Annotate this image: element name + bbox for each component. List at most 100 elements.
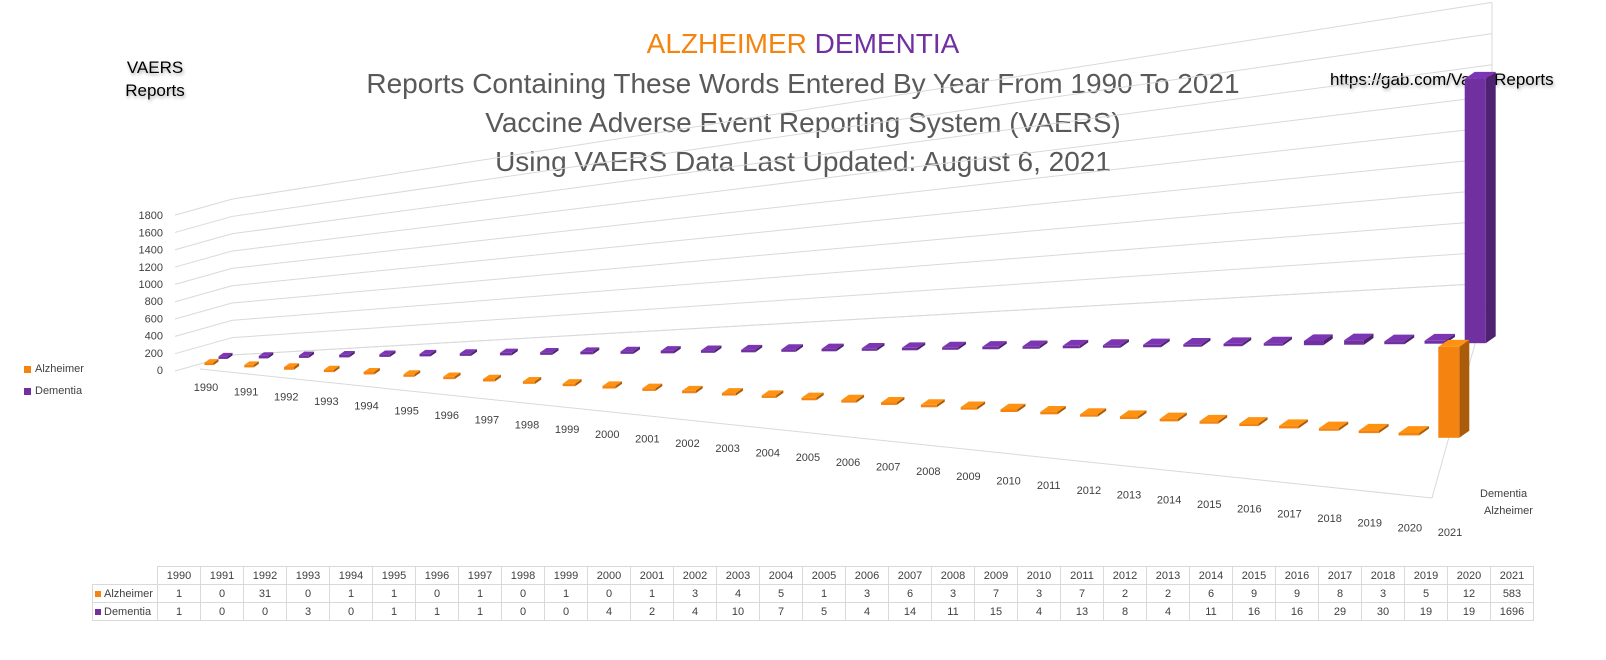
bar-side <box>1242 337 1252 347</box>
bar-top <box>403 370 421 375</box>
table-cell-alzheimer: 3 <box>931 584 975 603</box>
bar-top <box>522 376 542 382</box>
x-tick-label: 2006 <box>836 457 860 469</box>
bar-front <box>1303 340 1324 346</box>
bar-front <box>1080 414 1098 417</box>
table-year-header: 1999 <box>544 566 588 585</box>
table-row-label-text: Dementia <box>104 605 152 618</box>
bar-alzheimer-1992 <box>284 363 300 370</box>
series-axis-label-alzheimer: Alzheimer <box>1484 505 1533 517</box>
bar-dementia-2019 <box>1384 334 1415 345</box>
bar-alzheimer-2004 <box>761 390 784 398</box>
bar-side <box>1282 336 1292 346</box>
bar-alzheimer-1994 <box>363 368 380 375</box>
table-swatch-alzheimer <box>95 590 101 597</box>
bar-top <box>323 365 340 370</box>
table-cell-dementia: 0 <box>544 602 588 621</box>
bar-front <box>1199 421 1219 424</box>
x-tick-label: 2020 <box>1398 522 1422 534</box>
table-row-dementia: Dementia 1 0 0 3 0 1 1 1 0 0 4 2 4 10 7 5 4 14 11 15 4 13 8 4 11… <box>92 602 1534 621</box>
table-year-header: 2001 <box>630 566 674 585</box>
table-cell-alzheimer: 3 <box>1017 584 1061 603</box>
bar-top <box>801 392 824 398</box>
table-cell-alzheimer: 3 <box>845 584 889 603</box>
table-cell-alzheimer: 8 <box>1318 584 1362 603</box>
legend-item-dementia: Dementia <box>24 380 84 402</box>
chart-title: ALZHEIMER DEMENTIA <box>0 28 1606 60</box>
bar-side <box>917 342 926 351</box>
table-cell-dementia: 11 <box>1189 602 1233 621</box>
table-cell-alzheimer: 2 <box>1146 584 1190 603</box>
gridline <box>231 33 1493 217</box>
bar-top <box>1183 338 1211 345</box>
bar-top <box>920 399 945 405</box>
x-tick-label: 1999 <box>555 424 579 436</box>
bar-front <box>443 376 455 380</box>
bar-top <box>881 397 905 403</box>
bar-alzheimer-2009 <box>960 401 986 410</box>
x-tick-label: 2019 <box>1357 518 1381 530</box>
chart-plot-area: 0 200 400 600 800 1000 1200 1400 1600 1800 1990 199… <box>139 1 1533 539</box>
bar-top <box>1239 417 1268 424</box>
bar-front <box>244 364 254 368</box>
bar-top <box>1022 340 1048 347</box>
floor-back-edge <box>231 282 1493 356</box>
table-cell-dementia: 1 <box>372 602 416 621</box>
bar-alzheimer-1999 <box>562 379 582 387</box>
chart-subtitle-2: Vaccine Adverse Event Reporting System (… <box>485 107 1121 138</box>
bar-front <box>1263 343 1283 346</box>
table-year-header: 2014 <box>1189 566 1233 585</box>
bar-top <box>1143 338 1170 345</box>
chart-data-table: 1990 1991 1992 1993 1994 1995 1996 1997 1998 1999… <box>92 566 1534 621</box>
bar-front <box>218 356 228 359</box>
side-gridline <box>174 285 233 303</box>
bar-side <box>1017 403 1026 412</box>
table-cell-dementia: 19 <box>1447 602 1491 621</box>
table-cell-dementia: 10 <box>716 602 760 621</box>
table-cell-alzheimer: 7 <box>974 584 1018 603</box>
bar-dementia-1992 <box>298 351 315 358</box>
bar-front <box>1143 344 1162 348</box>
bar-front <box>258 355 269 359</box>
bar-dementia-1994 <box>379 350 396 357</box>
bar-front <box>1344 340 1364 345</box>
bar-front <box>522 381 535 384</box>
bar-top <box>379 350 396 355</box>
gridline <box>231 251 1493 339</box>
bar-top <box>1040 405 1066 412</box>
table-cell-alzheimer: 0 <box>501 584 545 603</box>
bar-dementia-2006 <box>861 343 885 351</box>
y-tick-label: 0 <box>157 365 163 377</box>
bar-top <box>1199 414 1228 422</box>
bar-front <box>204 362 214 366</box>
bar-front <box>1384 341 1405 345</box>
bar-front <box>861 348 877 351</box>
legend-item-alzheimer: Alzheimer <box>24 358 84 380</box>
table-cell-alzheimer: 5 <box>1404 584 1448 603</box>
bar-alzheimer-2017 <box>1279 419 1308 429</box>
table-cell-dementia: 1 <box>415 602 459 621</box>
bar-dementia-2007 <box>901 342 926 351</box>
bar-front <box>1022 346 1040 349</box>
bar-front <box>1000 409 1018 412</box>
bar-dementia-2005 <box>821 343 844 352</box>
table-year-header: 2005 <box>802 566 846 585</box>
bar-dementia-1997 <box>499 348 518 356</box>
table-year-header: 2008 <box>931 566 975 585</box>
bar-alzheimer-1991 <box>244 361 259 368</box>
side-gridline <box>174 319 233 337</box>
bar-dementia-2011 <box>1062 339 1089 349</box>
table-year-header: 1992 <box>243 566 287 585</box>
table-cell-dementia: 3 <box>286 602 330 621</box>
bar-alzheimer-1998 <box>522 376 542 384</box>
x-tick-label: 2000 <box>595 429 619 441</box>
bar-front <box>363 371 375 375</box>
bar-top <box>1303 334 1333 341</box>
bar-front <box>602 386 616 389</box>
bar-top <box>761 390 784 396</box>
bar-top <box>1438 339 1470 347</box>
bar-front <box>960 407 978 410</box>
bar-top <box>1464 71 1496 79</box>
bar-alzheimer-2006 <box>841 394 865 403</box>
table-row-label-dementia: Dementia <box>92 602 158 621</box>
